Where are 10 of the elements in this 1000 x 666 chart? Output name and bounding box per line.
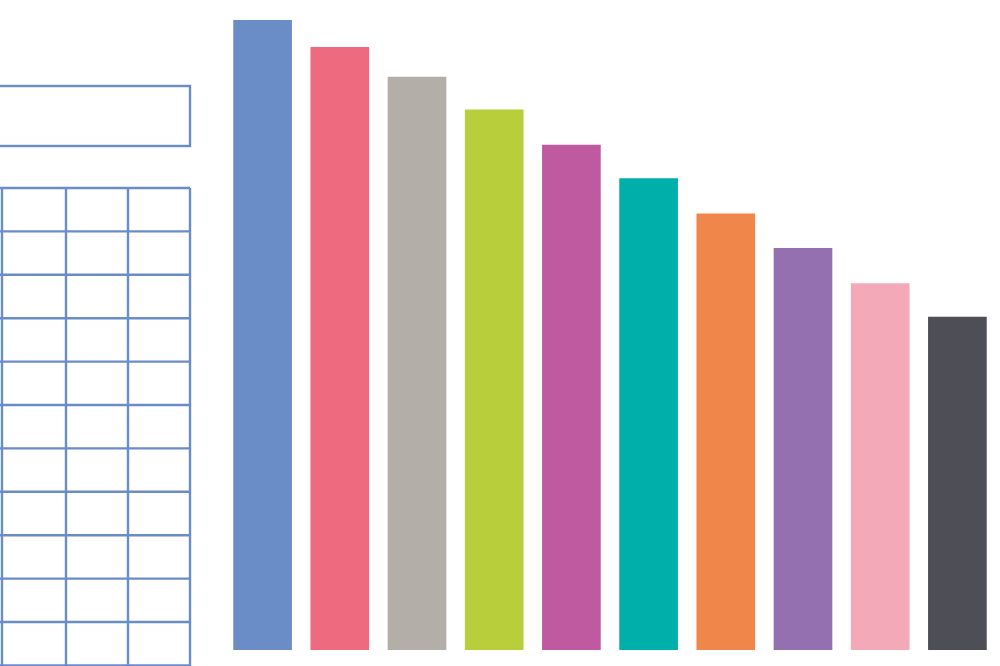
- bar: [310, 47, 370, 650]
- bar: [773, 248, 833, 650]
- bar: [619, 178, 678, 650]
- bar: [696, 213, 756, 650]
- bar: [928, 316, 987, 650]
- bar: [850, 283, 910, 650]
- bar: [233, 20, 292, 650]
- bar: [464, 109, 524, 650]
- bar: [387, 76, 447, 650]
- bar: [542, 144, 601, 650]
